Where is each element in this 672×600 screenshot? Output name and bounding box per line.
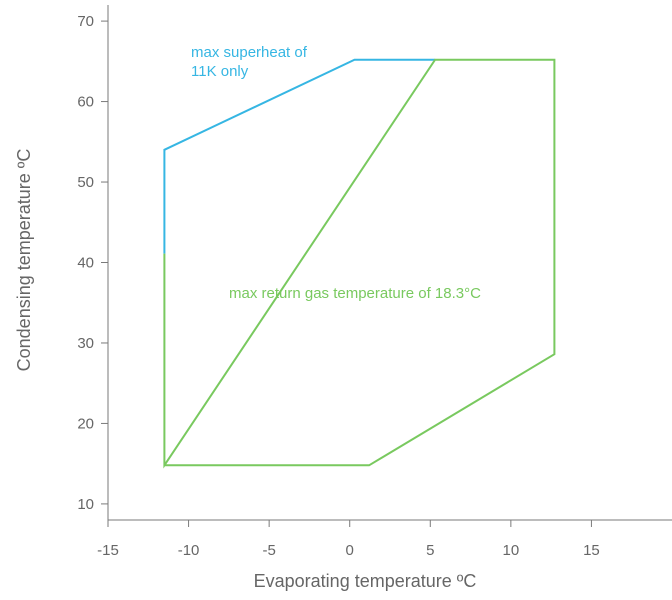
x-tick-label: 0 [346, 542, 354, 559]
x-tick-label: 15 [583, 542, 600, 559]
y-tick-label: 40 [77, 255, 94, 272]
return-gas-annotation: max return gas temperature of 18.3°C [229, 285, 481, 302]
y-tick-label: 20 [77, 415, 94, 432]
x-tick-label: -15 [97, 542, 119, 559]
x-tick-label: -5 [262, 542, 275, 559]
return-gas-annotation-line: max return gas temperature of 18.3°C [229, 285, 481, 302]
superheat-limit-line [163, 58, 436, 254]
y-axis-title: Condensing temperature ºC [14, 149, 34, 372]
superheat-annotation-line: max superheat of [191, 44, 308, 61]
y-tick-label: 60 [77, 94, 94, 111]
superheat-annotation-line: 11K only [191, 63, 249, 80]
series-layer [163, 58, 556, 469]
x-tick-label: 10 [503, 542, 520, 559]
y-tick-label: 10 [77, 496, 94, 513]
x-axis-title: Evaporating temperature ºC [254, 571, 477, 591]
x-tick-label: 5 [426, 542, 434, 559]
y-tick-label: 50 [77, 174, 94, 191]
superheat-annotation: max superheat of 11K only [191, 44, 308, 80]
y-tick-label: 30 [77, 335, 94, 352]
x-tick-label: -10 [178, 542, 200, 559]
y-tick-label: 70 [77, 13, 94, 30]
annotation-layer: max superheat of 11K only max return gas t… [191, 44, 481, 302]
return-gas-limit-line [163, 58, 556, 469]
axes: -15 -10 -5 0 5 10 15 10 20 30 40 50 60 70 [77, 5, 672, 559]
